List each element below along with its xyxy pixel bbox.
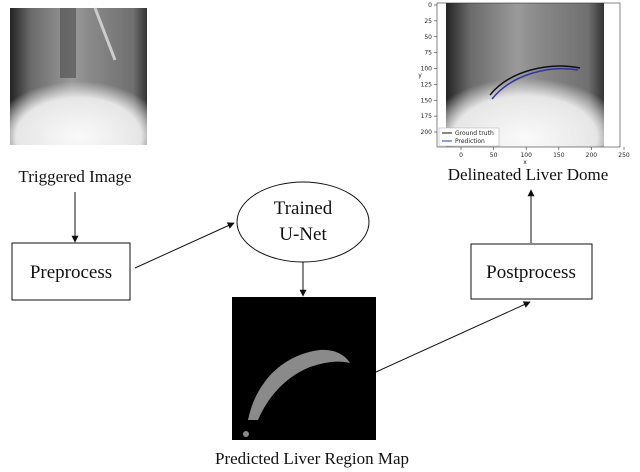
output-label: Delineated Liver Dome [448, 165, 609, 184]
legend-label: Prediction [455, 138, 485, 145]
model-label: U-Net [279, 224, 327, 245]
x-tick-label: 150 [553, 152, 565, 159]
x-tick-label: 0 [459, 152, 463, 159]
triggered-image [10, 7, 147, 145]
preprocess-label: Preprocess [30, 262, 112, 283]
y-tick-label: 0 [428, 2, 432, 9]
arrow [134, 222, 235, 269]
postprocess-label: Postprocess [486, 262, 576, 283]
arrow [375, 301, 531, 373]
prediction-image [232, 297, 376, 440]
y-tick-label: 150 [421, 97, 433, 104]
prediction-label: Predicted Liver Region Map [215, 449, 409, 468]
x-tick-label: 50 [490, 152, 498, 159]
x-tick-label: 100 [520, 152, 532, 159]
y-tick-label: 25 [424, 18, 432, 25]
x-axis-label: x [523, 159, 527, 166]
preprocess-box [11, 242, 131, 301]
postprocess-box [470, 243, 593, 300]
model-node [236, 181, 370, 263]
output-plot: Ground truth Prediction x y 0 50 100 150 200… [418, 2, 630, 166]
y-tick-label: 200 [421, 129, 433, 136]
y-tick-label: 75 [424, 50, 432, 57]
legend-label: Ground truth [455, 130, 494, 137]
model-label: Trained [274, 198, 333, 219]
y-tick-label: 175 [421, 113, 433, 120]
input-label: Triggered Image [18, 167, 131, 186]
y-tick-label: 100 [421, 66, 433, 73]
x-tick-label: 200 [586, 152, 598, 159]
y-axis-label: y [418, 72, 422, 79]
x-tick-label: 250 [618, 152, 630, 159]
y-tick-label: 50 [424, 34, 432, 41]
y-tick-label: 125 [421, 81, 433, 88]
